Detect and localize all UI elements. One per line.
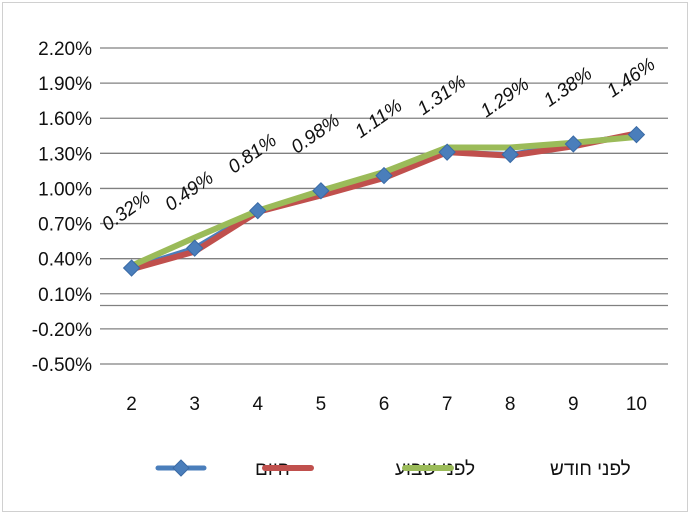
data-label: 1.29% <box>477 74 533 122</box>
series-markers <box>122 125 646 277</box>
data-label: 1.11% <box>351 95 406 142</box>
data-label: 1.38% <box>540 63 596 111</box>
x-tick-label: 9 <box>568 394 579 415</box>
x-tick-label: 6 <box>379 394 390 415</box>
data-label: 0.98% <box>288 110 344 158</box>
y-tick-label: 1.60% <box>38 109 92 130</box>
gridlines <box>100 47 668 365</box>
x-tick-label: 5 <box>316 394 327 415</box>
y-tick-label: -0.50% <box>32 355 92 376</box>
x-tick-label: 7 <box>442 394 453 415</box>
y-tick-label: 1.30% <box>38 144 92 165</box>
y-tick-label: 0.10% <box>38 285 92 306</box>
legend-label: לפני חודש <box>550 459 631 480</box>
y-tick-label: 0.70% <box>38 215 92 236</box>
data-point-marker <box>375 166 393 185</box>
data-point-marker <box>185 239 204 257</box>
data-point-marker <box>627 125 646 144</box>
data-point-marker <box>122 259 141 277</box>
data-label: 0.32% <box>98 187 154 235</box>
x-tick-label: 4 <box>252 394 263 415</box>
x-tick-label: 3 <box>189 394 200 415</box>
series-line-1 <box>129 132 639 271</box>
legend: היוםלפני שבועלפני חודש <box>155 459 631 480</box>
y-tick-label: 1.00% <box>38 179 92 200</box>
x-tick-label: 10 <box>626 394 647 415</box>
x-axis-ticks: 2 3 4 5 6 7 8 9 10 <box>126 394 647 415</box>
legend-marker <box>172 459 190 477</box>
x-tick-label: 2 <box>126 394 137 415</box>
data-label: 1.31% <box>414 72 470 120</box>
data-point-marker <box>312 182 330 200</box>
y-axis-ticks: -0.50% -0.20% 0.10% 0.40% 0.70% 1.00% 1.30% 1.6… <box>32 39 92 376</box>
y-tick-label: 0.40% <box>38 250 92 271</box>
data-label: 0.49% <box>161 168 217 216</box>
data-point-marker <box>438 143 456 161</box>
data-label: 1.46% <box>603 54 659 102</box>
y-tick-label: 2.20% <box>38 39 92 60</box>
data-label: 0.81% <box>225 130 281 178</box>
x-tick-label: 8 <box>505 394 516 415</box>
y-tick-label: -0.20% <box>32 320 92 341</box>
data-point-marker <box>564 135 583 153</box>
data-point-marker <box>249 201 267 220</box>
data-point-marker <box>501 145 519 164</box>
y-tick-label: 1.90% <box>38 74 92 95</box>
